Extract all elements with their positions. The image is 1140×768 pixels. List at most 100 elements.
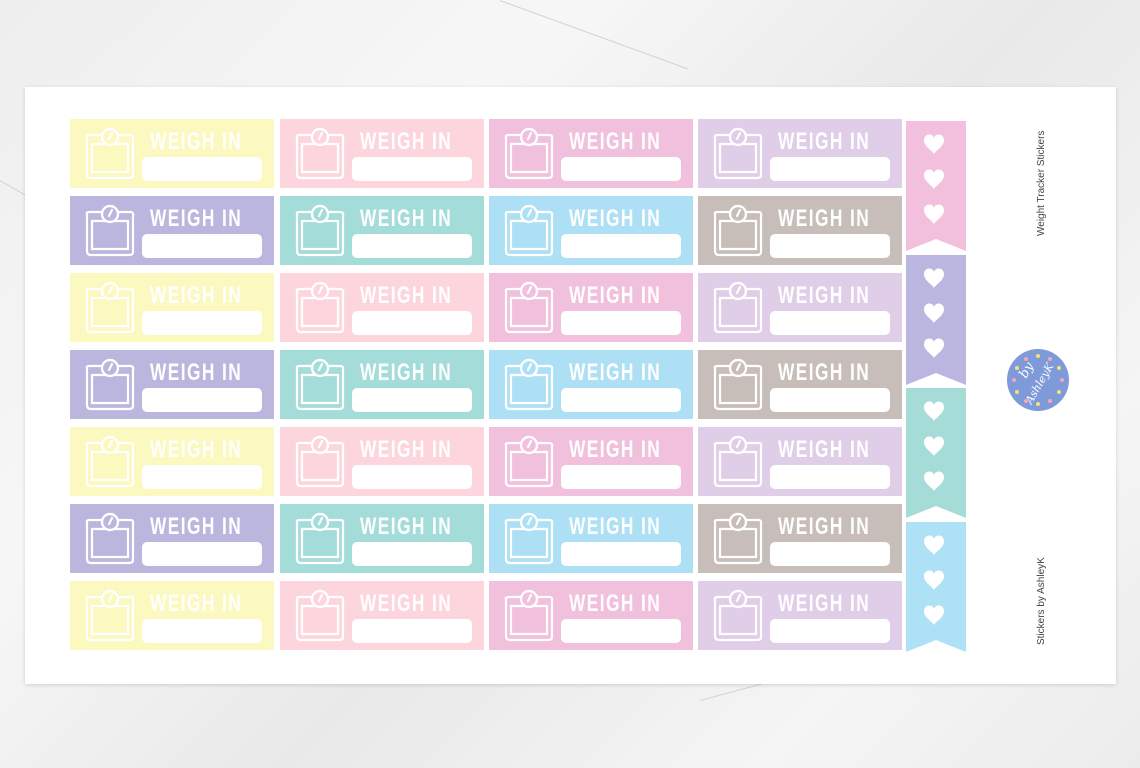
- sticker-label: WEIGH IN: [778, 590, 871, 617]
- sticker-label: WEIGH IN: [569, 359, 662, 386]
- logo-heart-dot: [1036, 402, 1040, 406]
- bathroom-scale-icon: [295, 127, 345, 180]
- weigh-in-sticker: WEIGH IN: [698, 427, 902, 496]
- bathroom-scale-icon: [504, 435, 554, 488]
- sticker-label: WEIGH IN: [360, 590, 453, 617]
- weigh-in-sticker: WEIGH IN: [280, 119, 484, 188]
- sticker-label: WEIGH IN: [150, 205, 243, 232]
- weight-write-in-field: [352, 311, 472, 335]
- marble-vein: [499, 0, 688, 70]
- logo-heart-dot: [1024, 398, 1028, 403]
- bathroom-scale-icon: [504, 127, 554, 180]
- weight-write-in-field: [770, 157, 890, 181]
- weight-write-in-field: [770, 234, 890, 258]
- logo-heart-dot: [1048, 357, 1052, 362]
- brand-logo: by AshleyK: [1007, 349, 1069, 411]
- bathroom-scale-icon: [713, 358, 763, 411]
- heart-icon: [924, 204, 944, 225]
- logo-heart-dot: [1024, 357, 1028, 362]
- sticker-label: WEIGH IN: [569, 128, 662, 155]
- weight-write-in-field: [770, 619, 890, 643]
- weight-write-in-field: [561, 388, 681, 412]
- weigh-in-sticker: WEIGH IN: [70, 504, 274, 573]
- bathroom-scale-icon: [295, 281, 345, 334]
- bathroom-scale-icon: [295, 358, 345, 411]
- sticker-label: WEIGH IN: [360, 359, 453, 386]
- weight-write-in-field: [142, 542, 262, 566]
- weigh-in-sticker: WEIGH IN: [489, 119, 693, 188]
- weigh-in-sticker: WEIGH IN: [698, 350, 902, 419]
- weight-write-in-field: [561, 234, 681, 258]
- bathroom-scale-icon: [504, 358, 554, 411]
- sticker-label: WEIGH IN: [569, 205, 662, 232]
- bathroom-scale-icon: [504, 281, 554, 334]
- weight-write-in-field: [561, 465, 681, 489]
- weigh-in-sticker: WEIGH IN: [70, 350, 274, 419]
- heart-icon: [924, 570, 944, 590]
- sticker-label: WEIGH IN: [150, 436, 243, 463]
- weight-write-in-field: [352, 388, 472, 412]
- logo-heart-dot: [1056, 366, 1061, 370]
- weight-write-in-field: [770, 542, 890, 566]
- weigh-in-sticker: WEIGH IN: [698, 273, 902, 342]
- weight-write-in-field: [770, 465, 890, 489]
- weigh-in-sticker: WEIGH IN: [698, 196, 902, 265]
- sticker-label: WEIGH IN: [150, 513, 243, 540]
- logo-heart-dot: [1048, 398, 1052, 403]
- sheet-title: Weight Tracker Stickers: [1036, 130, 1047, 236]
- weight-write-in-field: [770, 388, 890, 412]
- heart-flag-sticker: [906, 121, 966, 251]
- weigh-in-sticker: WEIGH IN: [70, 119, 274, 188]
- bathroom-scale-icon: [85, 358, 135, 411]
- weigh-in-sticker: WEIGH IN: [489, 581, 693, 650]
- sticker-label: WEIGH IN: [569, 436, 662, 463]
- logo-heart-dot: [1015, 390, 1020, 394]
- weigh-in-sticker: WEIGH IN: [489, 504, 693, 573]
- bathroom-scale-icon: [85, 589, 135, 642]
- sheet-credit: Stickers by AshleyK: [1036, 557, 1047, 645]
- weight-write-in-field: [352, 234, 472, 258]
- weigh-in-sticker: WEIGH IN: [489, 196, 693, 265]
- heart-icon: [924, 401, 944, 422]
- heart-flag-sticker: [906, 388, 966, 518]
- logo-heart-dot: [1060, 378, 1064, 382]
- bathroom-scale-icon: [85, 435, 135, 488]
- heart-icon: [924, 338, 944, 358]
- weigh-in-sticker: WEIGH IN: [698, 504, 902, 573]
- weight-write-in-field: [561, 619, 681, 643]
- bathroom-scale-icon: [85, 127, 135, 180]
- sticker-label: WEIGH IN: [150, 282, 243, 309]
- bathroom-scale-icon: [295, 435, 345, 488]
- sticker-label: WEIGH IN: [360, 282, 453, 309]
- logo-heart-dot: [1012, 378, 1016, 382]
- bathroom-scale-icon: [504, 512, 554, 565]
- weight-write-in-field: [142, 619, 262, 643]
- sticker-label: WEIGH IN: [150, 359, 243, 386]
- weight-write-in-field: [561, 311, 681, 335]
- sticker-label: WEIGH IN: [778, 513, 871, 540]
- bathroom-scale-icon: [713, 435, 763, 488]
- weight-write-in-field: [142, 388, 262, 412]
- sticker-label: WEIGH IN: [778, 359, 871, 386]
- bathroom-scale-icon: [713, 127, 763, 180]
- weigh-in-sticker: WEIGH IN: [280, 196, 484, 265]
- weigh-in-sticker: WEIGH IN: [280, 350, 484, 419]
- weight-write-in-field: [561, 542, 681, 566]
- bathroom-scale-icon: [295, 589, 345, 642]
- bathroom-scale-icon: [295, 512, 345, 565]
- weigh-in-sticker: WEIGH IN: [489, 350, 693, 419]
- weigh-in-sticker: WEIGH IN: [280, 427, 484, 496]
- heart-icon: [924, 471, 944, 492]
- bathroom-scale-icon: [85, 281, 135, 334]
- logo-heart-dot: [1036, 354, 1040, 358]
- weight-write-in-field: [770, 311, 890, 335]
- logo-heart-dot: [1056, 390, 1061, 394]
- heart-flag-sticker: [906, 254, 966, 385]
- heart-icon: [924, 535, 944, 555]
- weigh-in-sticker: WEIGH IN: [70, 427, 274, 496]
- sticker-label: WEIGH IN: [778, 282, 871, 309]
- weight-write-in-field: [352, 619, 472, 643]
- weigh-in-sticker: WEIGH IN: [280, 273, 484, 342]
- heart-icon: [924, 436, 944, 457]
- sticker-label: WEIGH IN: [150, 590, 243, 617]
